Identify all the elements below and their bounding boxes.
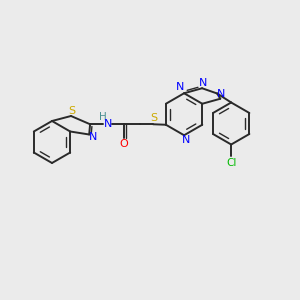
- Text: N: N: [89, 133, 98, 142]
- Text: N: N: [182, 135, 190, 145]
- Text: N: N: [217, 89, 226, 99]
- Text: N: N: [199, 78, 207, 88]
- Text: N: N: [176, 82, 184, 92]
- Text: O: O: [120, 139, 128, 149]
- Text: H: H: [99, 112, 107, 122]
- Text: Cl: Cl: [226, 158, 236, 167]
- Text: N: N: [104, 119, 112, 129]
- Text: S: S: [68, 106, 76, 116]
- Text: S: S: [151, 113, 158, 123]
